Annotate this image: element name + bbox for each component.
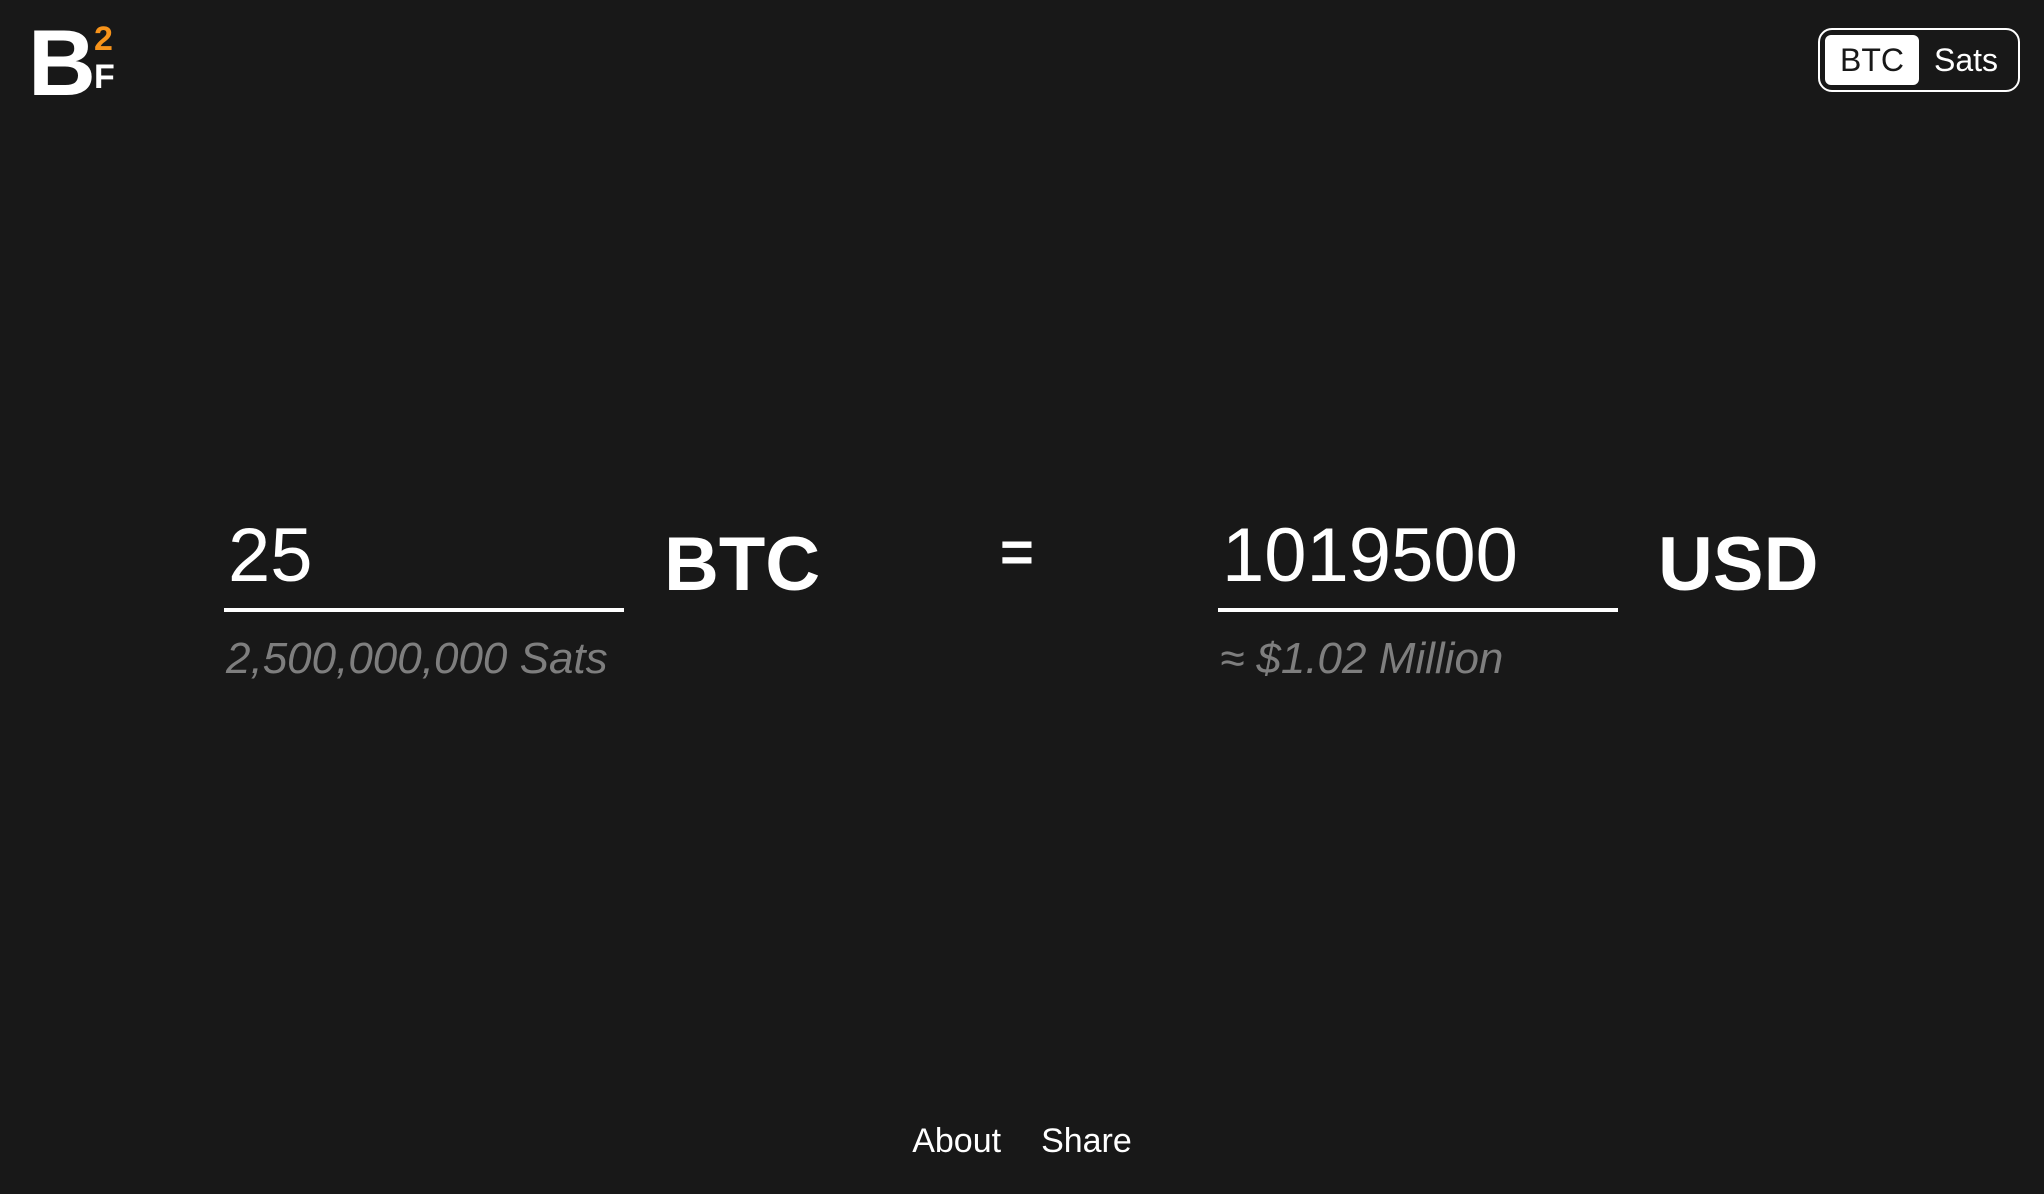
usd-unit-label: USD [1658,522,1819,607]
btc-amount-input[interactable] [224,510,624,612]
equals-sign: = [1000,520,1034,585]
usd-amount-input[interactable] [1218,510,1618,612]
share-link[interactable]: Share [1041,1122,1132,1160]
toggle-btc-button[interactable]: BTC [1825,35,1919,85]
logo-letter-b: B [28,10,96,115]
btc-field: 2,500,000,000 Sats [224,510,624,684]
logo-subscript: F [94,58,115,96]
btc-sats-equivalent: 2,500,000,000 Sats [226,634,608,683]
usd-field: ≈ $1.02 Million [1218,510,1618,684]
logo[interactable]: B 2 F [28,16,128,110]
logo-superscript: 2 [94,20,113,58]
usd-approx-value: ≈ $1.02 Million [1220,634,1504,683]
toggle-sats-button[interactable]: Sats [1933,41,1999,78]
footer: About Share [0,1122,2044,1161]
about-link[interactable]: About [912,1122,1002,1160]
btc-unit-label: BTC [664,522,821,607]
unit-toggle[interactable]: BTC Sats [1818,28,2020,92]
